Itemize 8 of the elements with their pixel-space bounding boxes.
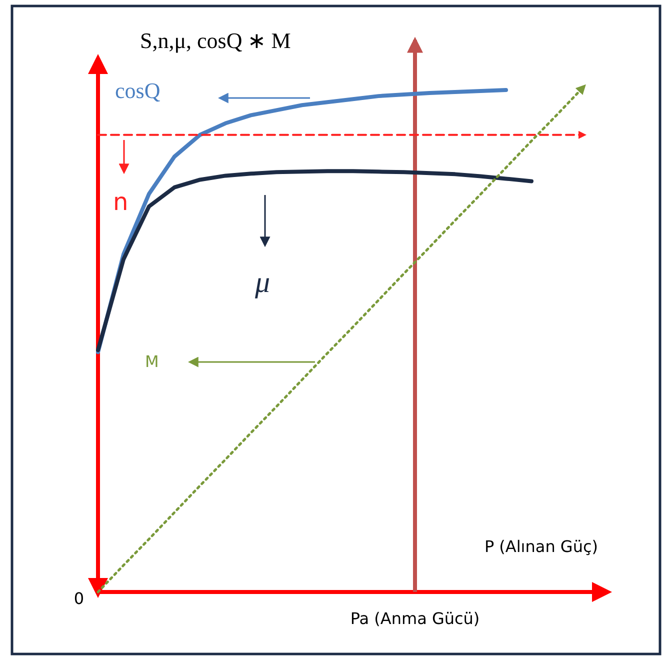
text: 0 <box>74 589 84 608</box>
text: cosQ <box>115 78 160 103</box>
legend-label: n <box>113 188 128 216</box>
text: Pa (Anma Gücü) <box>350 609 480 628</box>
text: M <box>145 352 159 371</box>
y-axis-title: S,n,μ, cosQ ∗ M <box>140 28 291 53</box>
x-axis-title: P (Alınan Güç) <box>484 537 598 556</box>
legend-label: μ <box>254 266 270 299</box>
